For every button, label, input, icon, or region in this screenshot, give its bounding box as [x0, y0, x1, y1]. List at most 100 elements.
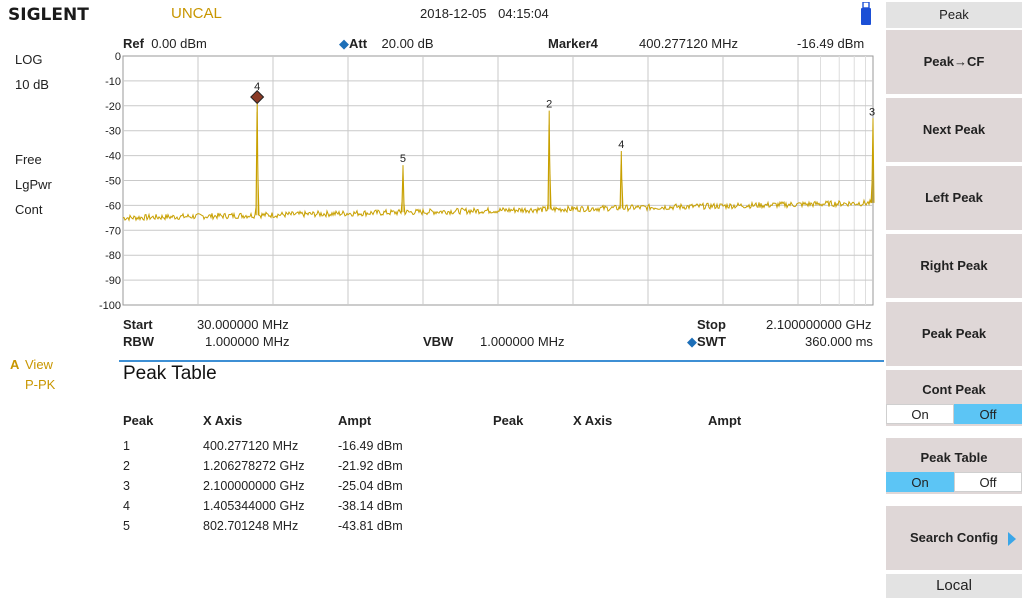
peak-table-title: Peak Table	[123, 363, 217, 384]
softkey-menu: Peak Peak→CF Next Peak Left Peak Right P…	[884, 0, 1024, 600]
diamond-icon: ◆	[339, 36, 349, 51]
y-tick-label: -30	[105, 126, 121, 138]
detector-type: LgPwr	[15, 177, 52, 192]
search-config-label: Search Config	[909, 530, 999, 545]
peak-table-off-option[interactable]: Off	[954, 472, 1022, 492]
diamond-icon: ◆	[687, 334, 697, 349]
ref-value: 0.00 dBm	[151, 36, 207, 51]
peak-table-toggle[interactable]: On Off	[886, 472, 1022, 492]
peak-ampt: -21.92 dBm	[338, 459, 403, 473]
swt-label: ◆SWT	[687, 334, 726, 349]
col-header-peak-2: Peak	[493, 413, 524, 428]
left-peak-label: Left Peak	[925, 190, 983, 205]
col-header-xaxis: X Axis	[203, 413, 243, 428]
vbw-value[interactable]: 1.000000 MHz	[480, 334, 565, 349]
peak-to-cf-button[interactable]: Peak→CF	[886, 30, 1022, 94]
rbw-label: RBW	[123, 334, 155, 349]
y-tick-label: -100	[99, 300, 121, 312]
submenu-arrow-icon	[1008, 532, 1016, 546]
y-tick-label: -50	[105, 176, 121, 188]
peak-label: 4	[618, 139, 624, 151]
peak-number: 1	[123, 439, 130, 453]
rbw-value[interactable]: 1.000000 MHz	[205, 334, 290, 349]
right-peak-button[interactable]: Right Peak	[886, 234, 1022, 298]
menu-title: Peak	[886, 2, 1022, 28]
peak-ampt: -25.04 dBm	[338, 479, 403, 493]
y-axis-labels: 0 -10 -20 -30 -40 -50 -60 -70 -80 -90 -100	[99, 51, 121, 312]
peak-ampt: -38.14 dBm	[338, 499, 403, 513]
col-header-ampt: Ampt	[338, 413, 372, 428]
graph-grid	[122, 55, 874, 306]
att-value: 20.00 dB	[381, 36, 434, 51]
peak-label: 4	[254, 81, 260, 93]
cont-peak-toggle[interactable]: On Off	[886, 404, 1022, 424]
left-peak-button[interactable]: Left Peak	[886, 166, 1022, 230]
peak-peak-label: Peak Peak	[921, 326, 987, 341]
cont-peak-off-option[interactable]: Off	[954, 404, 1022, 424]
att-label: Att	[349, 36, 368, 51]
peak-label: 2	[546, 99, 552, 111]
y-tick-label: -70	[105, 225, 121, 237]
peak-label: 3	[869, 106, 875, 118]
cont-peak-on-option[interactable]: On	[886, 404, 954, 424]
peak-number: 5	[123, 519, 130, 533]
y-tick-label: -40	[105, 151, 121, 163]
trace-letter: A	[10, 357, 20, 372]
peak-table-on-option[interactable]: On	[886, 472, 954, 492]
spectrum-graph[interactable]: 0 -10 -20 -30 -40 -50 -60 -70 -80 -90 -100 4 5 2 4 3	[0, 0, 884, 320]
local-button[interactable]: Local	[886, 574, 1022, 598]
peak-label: 5	[400, 153, 406, 165]
peak-freq: 1.405344000 GHz	[203, 499, 305, 513]
y-tick-label: 0	[115, 51, 121, 63]
divider	[119, 360, 884, 362]
cont-peak-label: Cont Peak	[922, 382, 986, 397]
trigger-mode: Free	[15, 152, 42, 167]
peak-freq: 2.100000000 GHz	[203, 479, 305, 493]
brand-logo: SIGLENT	[8, 5, 89, 25]
time: 04:15:04	[498, 6, 549, 21]
scale-type: LOG	[15, 52, 43, 67]
peak-ampt: -43.81 dBm	[338, 519, 403, 533]
peak-number: 4	[123, 499, 130, 513]
col-header-peak: Peak	[123, 413, 154, 428]
stop-value[interactable]: 2.100000000 GHz	[766, 317, 872, 332]
peak-table-label: Peak Table	[920, 450, 988, 465]
col-header-xaxis-2: X Axis	[573, 413, 613, 428]
active-marker-diamond	[250, 89, 265, 105]
next-peak-button[interactable]: Next Peak	[886, 98, 1022, 162]
start-value[interactable]: 30.000000 MHz	[197, 317, 289, 332]
trace-mode: View	[25, 357, 53, 372]
uncal-indicator: UNCAL	[171, 5, 222, 22]
trace-detector: P-PK	[25, 377, 56, 392]
peak-markers: 4 5 2 4 3	[250, 81, 875, 165]
next-peak-label: Next Peak	[922, 122, 986, 137]
date: 2018-12-05	[420, 6, 487, 21]
peak-number: 3	[123, 479, 130, 493]
stop-label: Stop	[697, 317, 726, 332]
start-label: Start	[123, 317, 153, 332]
y-tick-label: -80	[105, 250, 121, 262]
marker-freq: 400.277120 MHz	[639, 36, 739, 51]
peak-freq: 1.206278272 GHz	[203, 459, 305, 473]
status-bar: SIGLENT UNCAL 2018-12-05 04:15:04	[0, 0, 884, 28]
y-tick-label: -90	[105, 275, 121, 287]
swt-value[interactable]: 360.000 ms	[805, 334, 873, 349]
peak-freq: 802.701248 MHz	[203, 519, 299, 533]
y-tick-label: -60	[105, 200, 121, 212]
sweep-mode: Cont	[15, 202, 43, 217]
marker-label: Marker4	[548, 36, 598, 51]
peak-to-cf-label: Peak→CF	[923, 54, 985, 69]
datetime: 2018-12-05 04:15:04	[420, 6, 549, 21]
search-config-button[interactable]: Search Config	[886, 506, 1022, 570]
peak-peak-button[interactable]: Peak Peak	[886, 302, 1022, 366]
col-header-ampt-2: Ampt	[708, 413, 742, 428]
ref-level[interactable]: Ref 0.00 dBm	[123, 36, 207, 51]
y-tick-label: -20	[105, 101, 121, 113]
peak-ampt: -16.49 dBm	[338, 439, 403, 453]
y-tick-label: -10	[105, 76, 121, 88]
marker-ampl: -16.49 dBm	[797, 36, 865, 51]
scale-div: 10 dB	[15, 77, 49, 92]
attenuation[interactable]: ◆Att 20.00 dB	[339, 36, 434, 52]
peak-freq: 400.277120 MHz	[203, 439, 299, 453]
vbw-label: VBW	[423, 334, 454, 349]
